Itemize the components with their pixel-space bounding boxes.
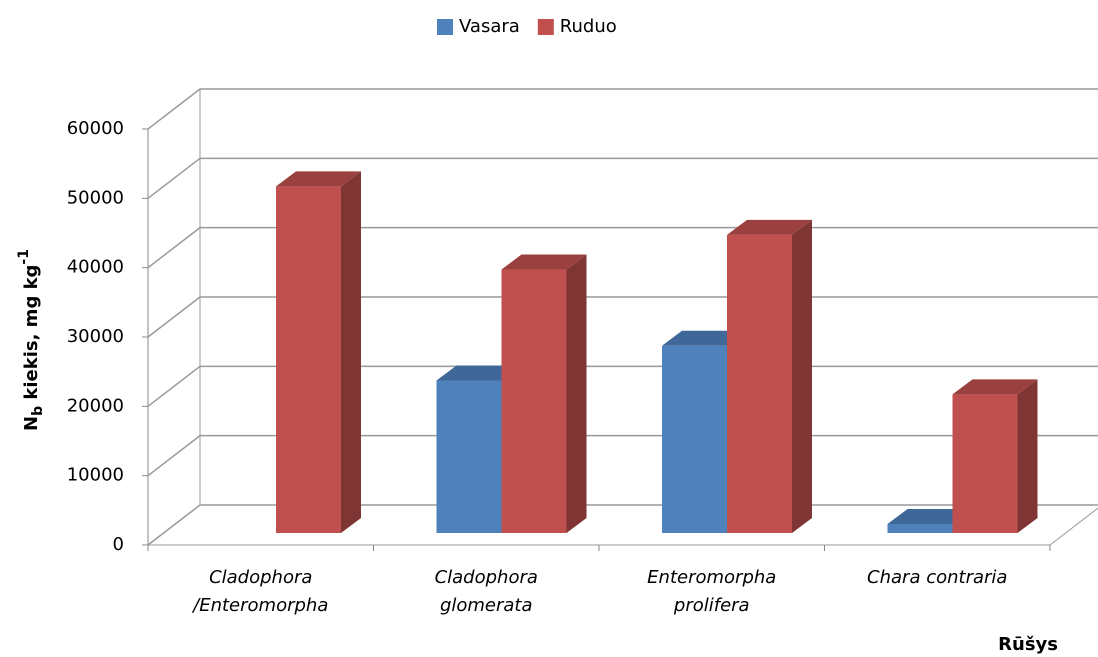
y-tick-label: 60000 (67, 118, 124, 139)
bar (276, 171, 361, 534)
x-tick-label: Cladophora (435, 567, 538, 588)
bar-front (887, 523, 953, 533)
bar (952, 379, 1038, 533)
bar (727, 219, 812, 533)
y-label-sub: b (30, 406, 46, 416)
x-tick-label: Chara contraria (867, 567, 1007, 588)
y-tick-label: 30000 (67, 326, 124, 347)
y-tick-label: 10000 (67, 465, 124, 486)
y-label-sup: -1 (16, 249, 32, 265)
legend-label: Vasara (459, 16, 520, 37)
bar-top (276, 171, 361, 187)
bar-top (887, 508, 973, 524)
bar-front (952, 394, 1018, 533)
y-tick-label: 40000 (67, 257, 124, 278)
legend-swatch (537, 19, 554, 35)
bar-front (727, 234, 792, 533)
y-axis-label: Nb kiekis, mg kg-1 (16, 249, 46, 431)
y-tick-label: 50000 (67, 187, 124, 208)
x-tick-label: prolifera (673, 595, 750, 616)
x-axis-label: Rūšys (998, 634, 1058, 655)
grid-line (147, 157, 1098, 199)
bar-front (662, 345, 727, 533)
grid-line (147, 88, 1098, 130)
y-tick-label: 20000 (67, 395, 124, 416)
bar-top (952, 379, 1038, 395)
y-tick-label: 0 (113, 534, 124, 555)
bar-side (566, 254, 587, 534)
x-tick-label: Cladophora (209, 567, 312, 588)
bar-top (436, 365, 522, 381)
bar-front (501, 269, 567, 533)
y-label-part: kiekis, mg kg (21, 265, 42, 406)
bar-top (727, 219, 812, 235)
bar-side (341, 171, 361, 534)
bar-front (276, 186, 341, 534)
bar (501, 254, 587, 534)
y-label-part: N (21, 416, 42, 431)
bar-side (1017, 379, 1038, 533)
x-tick-label: glomerata (440, 595, 533, 616)
bar-top (662, 330, 747, 346)
bar-front (436, 380, 502, 533)
x-tick-label: Enteromorpha (647, 567, 776, 588)
legend-swatch (437, 19, 453, 35)
bar-top (501, 254, 587, 270)
bar-side (792, 219, 812, 533)
legend-label: Ruduo (560, 16, 617, 37)
x-tick-label: /Enteromorpha (191, 595, 328, 616)
